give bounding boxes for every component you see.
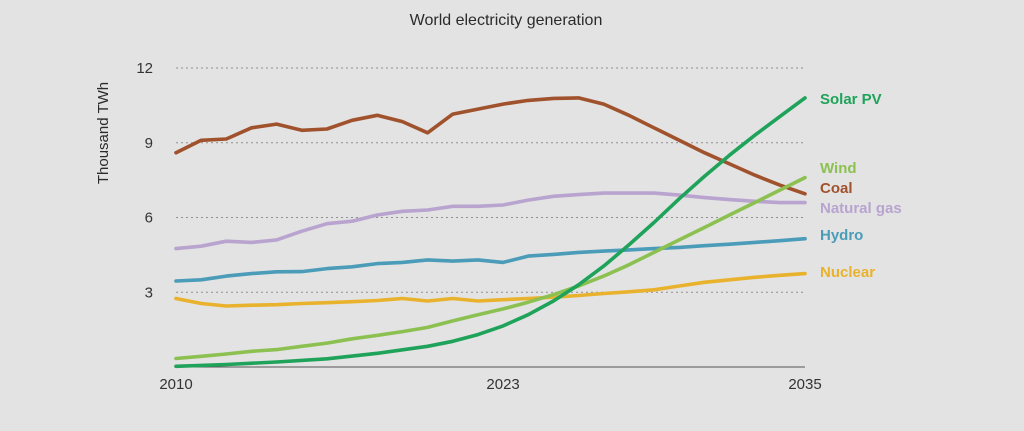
y-tick-label: 12 [136,60,153,77]
series-label-coal: Coal [820,180,853,197]
y-tick-labels: 3 6 9 12 [136,60,153,301]
series-label-solar-pv: Solar PV [820,91,882,108]
series-label-natural-gas: Natural gas [820,200,902,217]
y-tick-label: 6 [145,210,153,227]
series-label-nuclear: Nuclear [820,264,875,281]
series-label-wind: Wind [820,160,857,177]
x-tick-label: 2010 [159,376,192,393]
series-line-wind [174,175,807,361]
series-label-hydro: Hydro [820,227,863,244]
series-labels: Solar PV Wind Coal Natural gas Hydro Nuclear [820,91,902,281]
series-line-hydro [174,236,807,283]
y-tick-label: 9 [145,135,153,152]
series-line-natural-gas [174,191,807,251]
y-tick-label: 3 [145,284,153,301]
series-line-nuclear [174,271,807,308]
series-lines [174,96,807,369]
y-axis-label: Thousand TWh [95,82,112,184]
x-tick-label: 2035 [788,376,821,393]
x-tick-labels: 2010 2023 2035 [159,376,821,393]
series-line-coal [174,96,807,196]
gridlines [176,67,805,293]
series-line-solar-pv [174,96,807,369]
chart-title: World electricity generation [410,12,603,29]
x-tick-label: 2023 [486,376,519,393]
